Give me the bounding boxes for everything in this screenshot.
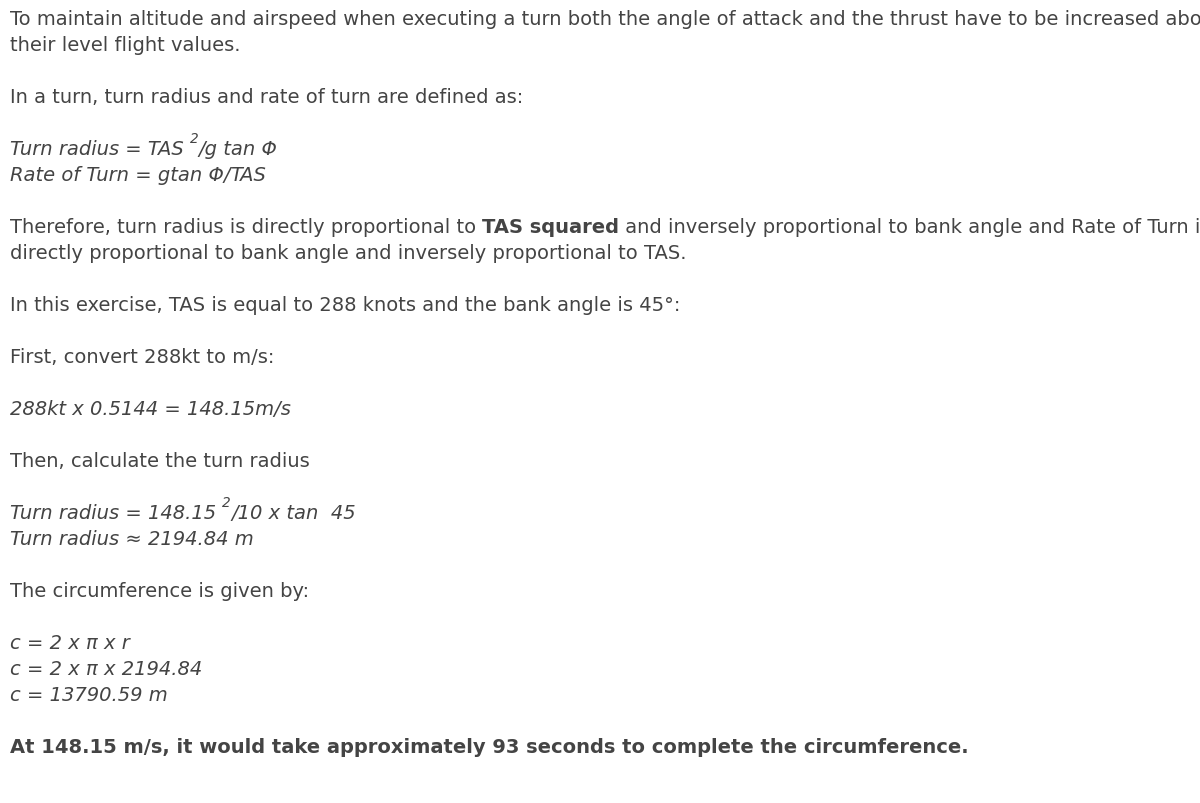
Text: Rate of Turn: Rate of Turn xyxy=(10,165,130,185)
Text: Turn radius ≈ 2194.84 m: Turn radius ≈ 2194.84 m xyxy=(10,529,253,548)
Text: their level flight values.: their level flight values. xyxy=(10,36,240,55)
Text: Turn radius: Turn radius xyxy=(10,140,119,159)
Text: Turn radius = 148.15: Turn radius = 148.15 xyxy=(10,503,222,522)
Text: Therefore, turn radius is directly proportional to: Therefore, turn radius is directly propo… xyxy=(10,218,482,237)
Text: /g tan Φ: /g tan Φ xyxy=(199,140,277,159)
Text: In a turn, turn radius and rate of turn are defined as:: In a turn, turn radius and rate of turn … xyxy=(10,88,523,107)
Text: = gtan Φ/: = gtan Φ/ xyxy=(130,165,230,185)
Text: c = 13790.59 m: c = 13790.59 m xyxy=(10,685,168,704)
Text: directly proportional to bank angle and inversely proportional to TAS.: directly proportional to bank angle and … xyxy=(10,243,686,263)
Text: 2: 2 xyxy=(190,132,199,146)
Text: TAS: TAS xyxy=(230,165,266,185)
Text: To maintain altitude and airspeed when executing a turn both the angle of attack: To maintain altitude and airspeed when e… xyxy=(10,10,1200,29)
Text: 2: 2 xyxy=(222,495,230,509)
Text: = TAS: = TAS xyxy=(119,140,190,159)
Text: Then, calculate the turn radius: Then, calculate the turn radius xyxy=(10,451,310,471)
Text: First, convert 288kt to m/s:: First, convert 288kt to m/s: xyxy=(10,348,275,366)
Text: /10 x tan  45: /10 x tan 45 xyxy=(230,503,355,522)
Text: In this exercise, TAS is equal to 288 knots and the bank angle is 45°:: In this exercise, TAS is equal to 288 kn… xyxy=(10,296,680,315)
Text: and inversely proportional to bank angle and Rate of Turn is: and inversely proportional to bank angle… xyxy=(619,218,1200,237)
Text: TAS squared: TAS squared xyxy=(482,218,619,237)
Text: c = 2 x π x r: c = 2 x π x r xyxy=(10,634,130,652)
Text: At 148.15 m/s, it would take approximately 93 seconds to complete the circumfere: At 148.15 m/s, it would take approximate… xyxy=(10,737,968,756)
Text: 288kt x 0.5144 = 148.15m/s: 288kt x 0.5144 = 148.15m/s xyxy=(10,400,290,418)
Text: c = 2 x π x 2194.84: c = 2 x π x 2194.84 xyxy=(10,659,203,679)
Text: The circumference is given by:: The circumference is given by: xyxy=(10,581,310,601)
